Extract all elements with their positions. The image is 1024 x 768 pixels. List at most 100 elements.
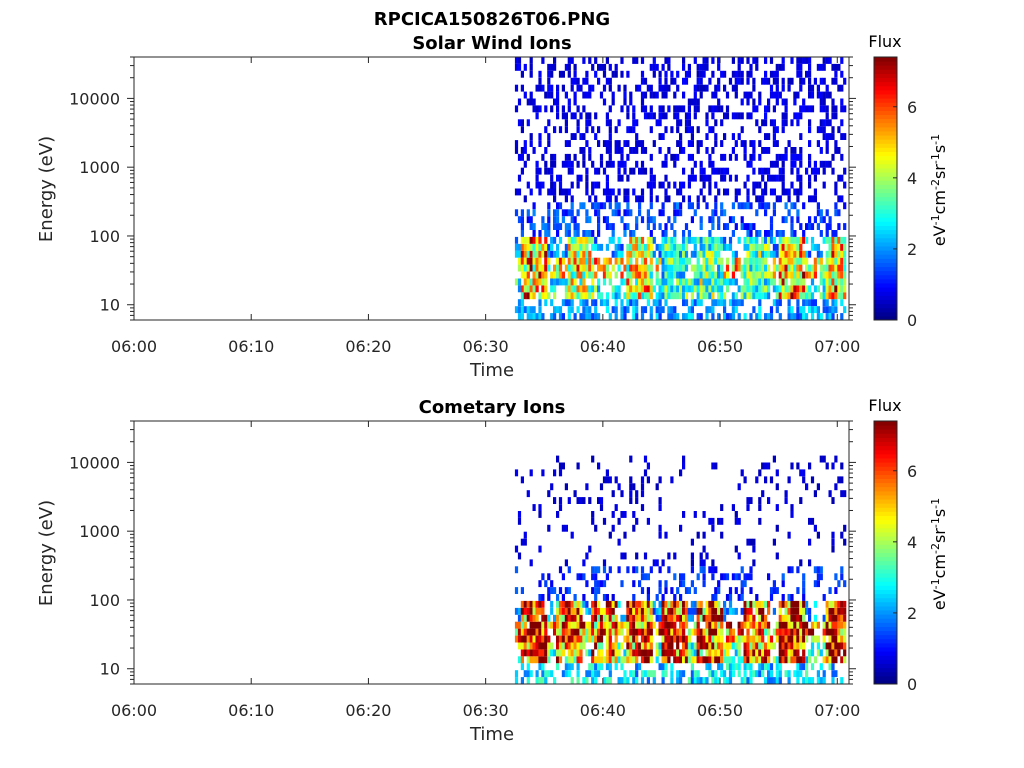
colorbar-segment bbox=[874, 453, 897, 459]
flux-cell bbox=[772, 77, 776, 85]
flux-cell bbox=[684, 126, 689, 134]
flux-cell bbox=[810, 264, 815, 272]
flux-cell bbox=[720, 153, 724, 161]
flux-cell bbox=[658, 313, 662, 320]
flux-cell bbox=[802, 587, 806, 594]
flux-cell bbox=[588, 635, 592, 643]
flux-cell bbox=[544, 230, 548, 237]
flux-cell bbox=[664, 250, 668, 258]
flux-cell bbox=[529, 649, 533, 657]
flux-cell bbox=[843, 621, 847, 629]
flux-cell bbox=[646, 271, 650, 279]
flux-cell bbox=[822, 594, 826, 601]
flux-cell bbox=[743, 600, 747, 608]
flux-cell bbox=[769, 313, 774, 320]
flux-cell bbox=[643, 469, 648, 477]
flux-cell bbox=[796, 677, 800, 684]
flux-cell bbox=[749, 587, 753, 594]
flux-cell bbox=[602, 202, 607, 210]
flux-cell bbox=[664, 656, 668, 664]
flux-cell bbox=[599, 497, 604, 504]
flux-cell bbox=[640, 607, 645, 615]
flux-cell bbox=[840, 243, 844, 251]
flux-cell bbox=[673, 621, 677, 629]
flux-cell bbox=[579, 264, 583, 272]
flux-cell bbox=[746, 77, 750, 85]
flux-cell bbox=[576, 84, 580, 92]
flux-cell bbox=[810, 677, 815, 684]
flux-cell bbox=[682, 264, 686, 272]
flux-cell bbox=[684, 299, 689, 307]
flux-cell bbox=[632, 243, 636, 251]
flux-cell bbox=[579, 278, 583, 286]
flux-cell bbox=[520, 663, 524, 671]
colorbar-segment bbox=[874, 647, 897, 652]
flux-cell bbox=[784, 188, 788, 196]
colorbar-segment bbox=[874, 597, 897, 603]
flux-cell bbox=[643, 649, 648, 657]
flux-cell bbox=[567, 140, 571, 147]
flux-cell bbox=[705, 552, 709, 560]
flux-cell bbox=[646, 243, 650, 251]
colorbar-segment bbox=[874, 429, 897, 434]
flux-cell bbox=[661, 621, 665, 629]
flux-cell bbox=[784, 202, 788, 210]
flux-cell bbox=[772, 202, 776, 210]
flux-cell bbox=[632, 649, 636, 657]
flux-cell bbox=[661, 257, 665, 265]
flux-cell bbox=[793, 614, 797, 622]
flux-cell bbox=[720, 140, 724, 147]
flux-cell bbox=[638, 250, 642, 258]
flux-cell bbox=[723, 677, 727, 684]
flux-cell bbox=[708, 181, 712, 189]
flux-cell bbox=[734, 195, 738, 203]
flux-cell bbox=[781, 230, 785, 237]
flux-cell bbox=[585, 216, 589, 224]
flux-cell bbox=[597, 264, 601, 272]
flux-cell bbox=[556, 230, 560, 237]
flux-cell bbox=[813, 264, 817, 272]
flux-cell bbox=[687, 63, 691, 71]
flux-cell bbox=[547, 140, 551, 147]
flux-cell bbox=[819, 63, 823, 71]
flux-cell bbox=[550, 167, 554, 175]
flux-cell bbox=[588, 545, 592, 553]
flux-cell bbox=[553, 188, 557, 196]
flux-cell bbox=[828, 160, 832, 168]
flux-cell bbox=[550, 91, 554, 99]
flux-cell bbox=[629, 299, 633, 307]
flux-cell bbox=[740, 285, 744, 293]
flux-cell bbox=[605, 677, 609, 684]
flux-cell bbox=[772, 70, 776, 78]
flux-cell bbox=[670, 313, 674, 320]
flux-cell bbox=[532, 264, 536, 272]
flux-cell bbox=[723, 573, 727, 581]
flux-cell bbox=[682, 77, 686, 85]
flux-cell bbox=[585, 299, 589, 307]
flux-cell bbox=[737, 70, 741, 78]
flux-cell bbox=[790, 656, 794, 664]
flux-cell bbox=[843, 580, 847, 588]
flux-cell bbox=[799, 306, 803, 314]
flux-cell bbox=[761, 243, 765, 251]
flux-cell bbox=[599, 621, 604, 629]
flux-cell bbox=[588, 119, 592, 127]
flux-cell bbox=[822, 642, 826, 650]
flux-cell bbox=[599, 264, 604, 272]
flux-cell bbox=[526, 209, 530, 217]
flux-cell bbox=[775, 98, 779, 106]
flux-cell bbox=[696, 70, 700, 78]
flux-cell bbox=[585, 174, 589, 182]
flux-cell bbox=[643, 614, 648, 622]
flux-cell bbox=[558, 174, 563, 182]
flux-cell bbox=[755, 635, 759, 643]
flux-cell bbox=[761, 490, 765, 498]
flux-cell bbox=[699, 216, 703, 224]
flux-cell bbox=[764, 250, 768, 258]
colorbar-segment bbox=[874, 311, 897, 317]
flux-cell bbox=[576, 174, 580, 182]
flux-cell bbox=[816, 202, 820, 210]
flux-cell bbox=[526, 656, 530, 664]
flux-cell bbox=[717, 663, 721, 671]
flux-cell bbox=[772, 285, 776, 293]
